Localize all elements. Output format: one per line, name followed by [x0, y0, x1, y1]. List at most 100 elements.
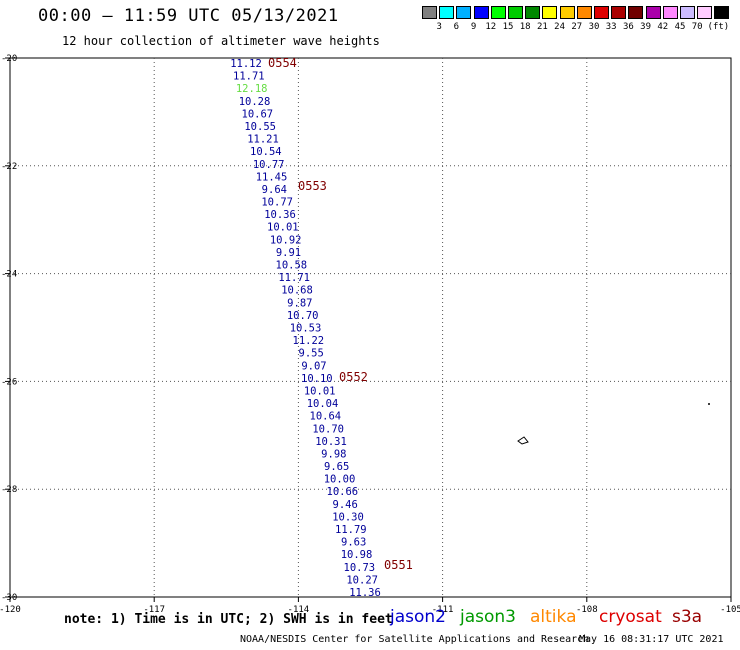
wave-height-value: 10.55 — [244, 121, 276, 133]
wave-height-value: 10.54 — [250, 146, 282, 158]
color-swatch — [473, 6, 489, 19]
wave-height-value: 10.28 — [239, 96, 271, 108]
color-swatch — [525, 6, 541, 19]
color-scale-label: 6 — [453, 22, 460, 32]
pass-time-label: 0552 — [339, 370, 368, 384]
color-scale-label: 36 — [622, 22, 634, 32]
longitude-label: -105 — [720, 605, 740, 615]
wave-height-value: 10.36 — [264, 209, 296, 221]
wave-height-value: 9.07 — [301, 360, 326, 372]
color-swatch — [490, 6, 506, 19]
wave-height-value: 10.00 — [324, 474, 356, 486]
wave-height-value: 10.31 — [315, 436, 347, 448]
wave-height-value: 9.91 — [276, 247, 301, 259]
longitude-label: -108 — [576, 605, 598, 615]
longitude-label: -120 — [0, 605, 21, 615]
longitude-label: -117 — [143, 605, 165, 615]
color-swatch — [456, 6, 472, 19]
color-scale-label: 21 — [536, 22, 548, 32]
wave-height-value: 11.71 — [278, 272, 310, 284]
legend-cryosat: cryosat — [599, 607, 662, 627]
color-swatch — [422, 6, 437, 19]
color-scale-label: 45 — [674, 22, 686, 32]
color-swatch — [439, 6, 455, 19]
wave-height-value: 10.98 — [341, 549, 373, 561]
pass-time-label: 0554 — [268, 56, 297, 70]
wave-height-value: 10.70 — [312, 423, 344, 435]
wave-height-value: 10.27 — [346, 574, 378, 586]
wave-height-value: 10.68 — [281, 285, 313, 297]
latitude-label: -30 — [1, 593, 17, 603]
wave-height-value: 10.01 — [304, 385, 336, 397]
color-swatch — [542, 6, 558, 19]
wave-height-value: 9.87 — [287, 297, 312, 309]
color-scale-label: 30 — [588, 22, 600, 32]
wave-height-value: 11.79 — [335, 524, 367, 536]
wave-height-value: 10.70 — [287, 310, 319, 322]
color-swatch — [508, 6, 523, 19]
latitude-label: -26 — [1, 377, 17, 387]
color-scale-label: 18 — [519, 22, 531, 32]
color-scale-label: 27 — [571, 22, 583, 32]
wave-height-value: 11.12 — [230, 58, 262, 70]
wave-height-value: 10.10 — [301, 373, 333, 385]
wave-height-value: 9.63 — [341, 537, 366, 549]
color-swatch — [697, 6, 713, 19]
wave-height-value: 10.53 — [290, 323, 322, 335]
units-note: note: 1) Time is in UTC; 2) SWH is in fe… — [64, 612, 393, 627]
legend-jason3: jason3 — [460, 607, 516, 627]
page-subtitle: 12 hour collection of altimeter wave hei… — [62, 34, 380, 48]
color-swatch — [594, 6, 609, 19]
wave-height-value: 11.22 — [293, 335, 325, 347]
footer-timestamp: May 16 08:31:17 UTC 2021 — [579, 634, 724, 645]
wave-height-value: 9.46 — [333, 499, 358, 511]
color-scale-label: 3 — [436, 22, 442, 32]
island-shape — [517, 436, 529, 445]
latitude-label: -20 — [1, 54, 17, 64]
legend-altika: altika — [530, 607, 577, 627]
color-swatch — [611, 6, 627, 19]
wave-height-value: 10.77 — [253, 159, 285, 171]
longitude-label: -114 — [288, 605, 310, 615]
color-swatch — [576, 6, 592, 19]
islet-dot — [708, 403, 710, 405]
color-swatch — [645, 6, 661, 19]
wave-height-value: 11.21 — [247, 134, 279, 146]
pass-time-label: 0553 — [298, 179, 327, 193]
wave-height-value: 10.67 — [242, 108, 274, 120]
wave-height-value: 9.98 — [321, 448, 346, 460]
wave-height-value: 10.64 — [310, 411, 342, 423]
color-scale-label: 12 — [485, 22, 497, 32]
wave-height-value: 9.64 — [262, 184, 287, 196]
wave-height-value: 12.18 — [236, 83, 268, 95]
longitude-label: -111 — [432, 605, 454, 615]
color-scale-label: 15 — [502, 22, 514, 32]
latitude-label: -22 — [1, 162, 17, 172]
color-scale-label: 24 — [554, 22, 566, 32]
latitude-label: -24 — [1, 270, 17, 280]
color-swatch — [680, 6, 695, 19]
wave-height-value: 10.01 — [267, 222, 299, 234]
wave-height-value: 9.55 — [299, 348, 324, 360]
footer-credit: NOAA/NESDIS Center for Satellite Applica… — [240, 634, 590, 645]
color-scale-label: 9 — [470, 22, 477, 32]
wave-height-value: 10.92 — [270, 234, 302, 246]
page-title: 00:00 – 11:59 UTC 05/13/2021 — [38, 6, 339, 26]
pass-time-label: 0551 — [384, 558, 413, 572]
wave-height-value: 10.73 — [344, 562, 376, 574]
wave-height-value: 10.30 — [332, 511, 364, 523]
legend-jason2: jason2 — [390, 607, 446, 627]
color-scale-label: (ft) — [707, 22, 730, 32]
color-scale-label: 33 — [605, 22, 617, 32]
color-swatch — [628, 6, 644, 19]
map-frame — [9, 57, 732, 598]
color-swatch — [559, 6, 575, 19]
island-outline — [517, 403, 710, 445]
color-scale-label: 39 — [640, 22, 652, 32]
wave-height-value: 10.58 — [276, 260, 308, 272]
color-swatch — [662, 6, 678, 19]
wave-height-value: 10.77 — [261, 197, 293, 209]
wave-height-value: 11.71 — [233, 71, 265, 83]
color-scale-label: 70 — [691, 22, 703, 32]
